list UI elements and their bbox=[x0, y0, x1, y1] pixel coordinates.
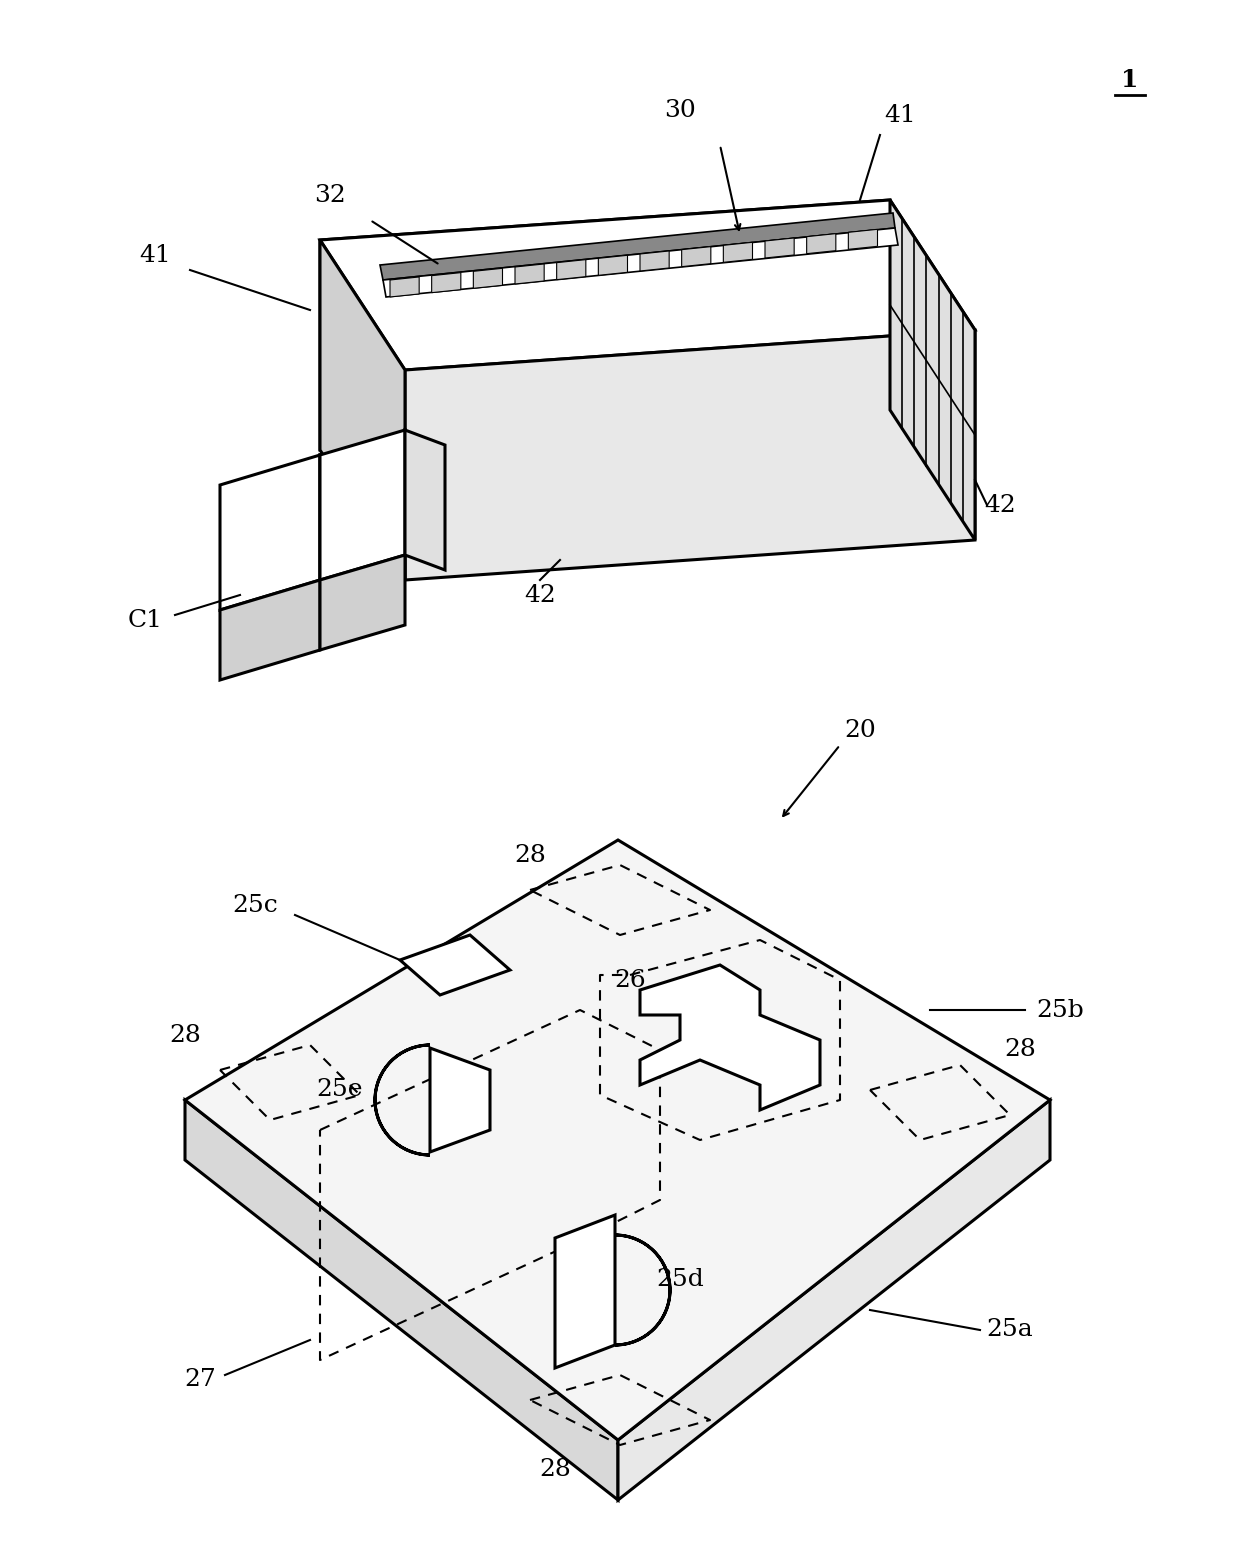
Text: 28: 28 bbox=[169, 1023, 201, 1046]
Text: 25a: 25a bbox=[986, 1319, 1033, 1342]
Text: 25e: 25e bbox=[316, 1079, 363, 1101]
Text: 41: 41 bbox=[140, 243, 171, 266]
Polygon shape bbox=[431, 272, 461, 293]
Polygon shape bbox=[320, 554, 405, 649]
Polygon shape bbox=[473, 268, 503, 288]
Text: 28: 28 bbox=[514, 844, 546, 867]
Polygon shape bbox=[430, 1048, 489, 1152]
Text: 28: 28 bbox=[539, 1459, 571, 1482]
Polygon shape bbox=[220, 455, 320, 610]
Polygon shape bbox=[320, 455, 360, 595]
Polygon shape bbox=[383, 227, 899, 297]
Polygon shape bbox=[682, 246, 711, 266]
Wedge shape bbox=[375, 1045, 430, 1155]
Polygon shape bbox=[598, 255, 628, 276]
Polygon shape bbox=[640, 251, 669, 271]
Text: 1: 1 bbox=[1121, 69, 1138, 92]
Polygon shape bbox=[515, 265, 544, 283]
Polygon shape bbox=[320, 240, 405, 581]
Polygon shape bbox=[320, 430, 405, 581]
Text: 26: 26 bbox=[614, 968, 646, 992]
Text: 25b: 25b bbox=[1036, 998, 1084, 1021]
Polygon shape bbox=[379, 213, 895, 280]
Polygon shape bbox=[723, 243, 753, 262]
Polygon shape bbox=[765, 238, 795, 258]
Polygon shape bbox=[185, 1099, 618, 1499]
Polygon shape bbox=[320, 199, 975, 371]
Polygon shape bbox=[640, 965, 819, 1110]
Polygon shape bbox=[405, 330, 975, 581]
Polygon shape bbox=[890, 199, 975, 540]
Polygon shape bbox=[807, 234, 836, 254]
Wedge shape bbox=[616, 1235, 670, 1345]
Text: 25d: 25d bbox=[656, 1269, 703, 1291]
Text: 32: 32 bbox=[314, 184, 346, 207]
Polygon shape bbox=[848, 229, 878, 249]
Text: 20: 20 bbox=[844, 718, 876, 741]
Text: 41: 41 bbox=[884, 103, 916, 126]
Text: 25c: 25c bbox=[232, 894, 278, 917]
Text: C1: C1 bbox=[127, 609, 162, 632]
Text: 42: 42 bbox=[984, 494, 1016, 517]
Polygon shape bbox=[405, 430, 445, 570]
Text: 27: 27 bbox=[184, 1369, 216, 1392]
Polygon shape bbox=[391, 277, 419, 297]
Text: 28: 28 bbox=[1004, 1039, 1036, 1062]
Polygon shape bbox=[400, 936, 510, 995]
Text: 42: 42 bbox=[524, 584, 556, 607]
Polygon shape bbox=[618, 1099, 1051, 1499]
Polygon shape bbox=[220, 581, 320, 680]
Polygon shape bbox=[320, 199, 890, 450]
Polygon shape bbox=[185, 839, 1051, 1440]
Polygon shape bbox=[555, 1214, 616, 1369]
Text: 30: 30 bbox=[664, 98, 696, 121]
Polygon shape bbox=[556, 260, 586, 280]
